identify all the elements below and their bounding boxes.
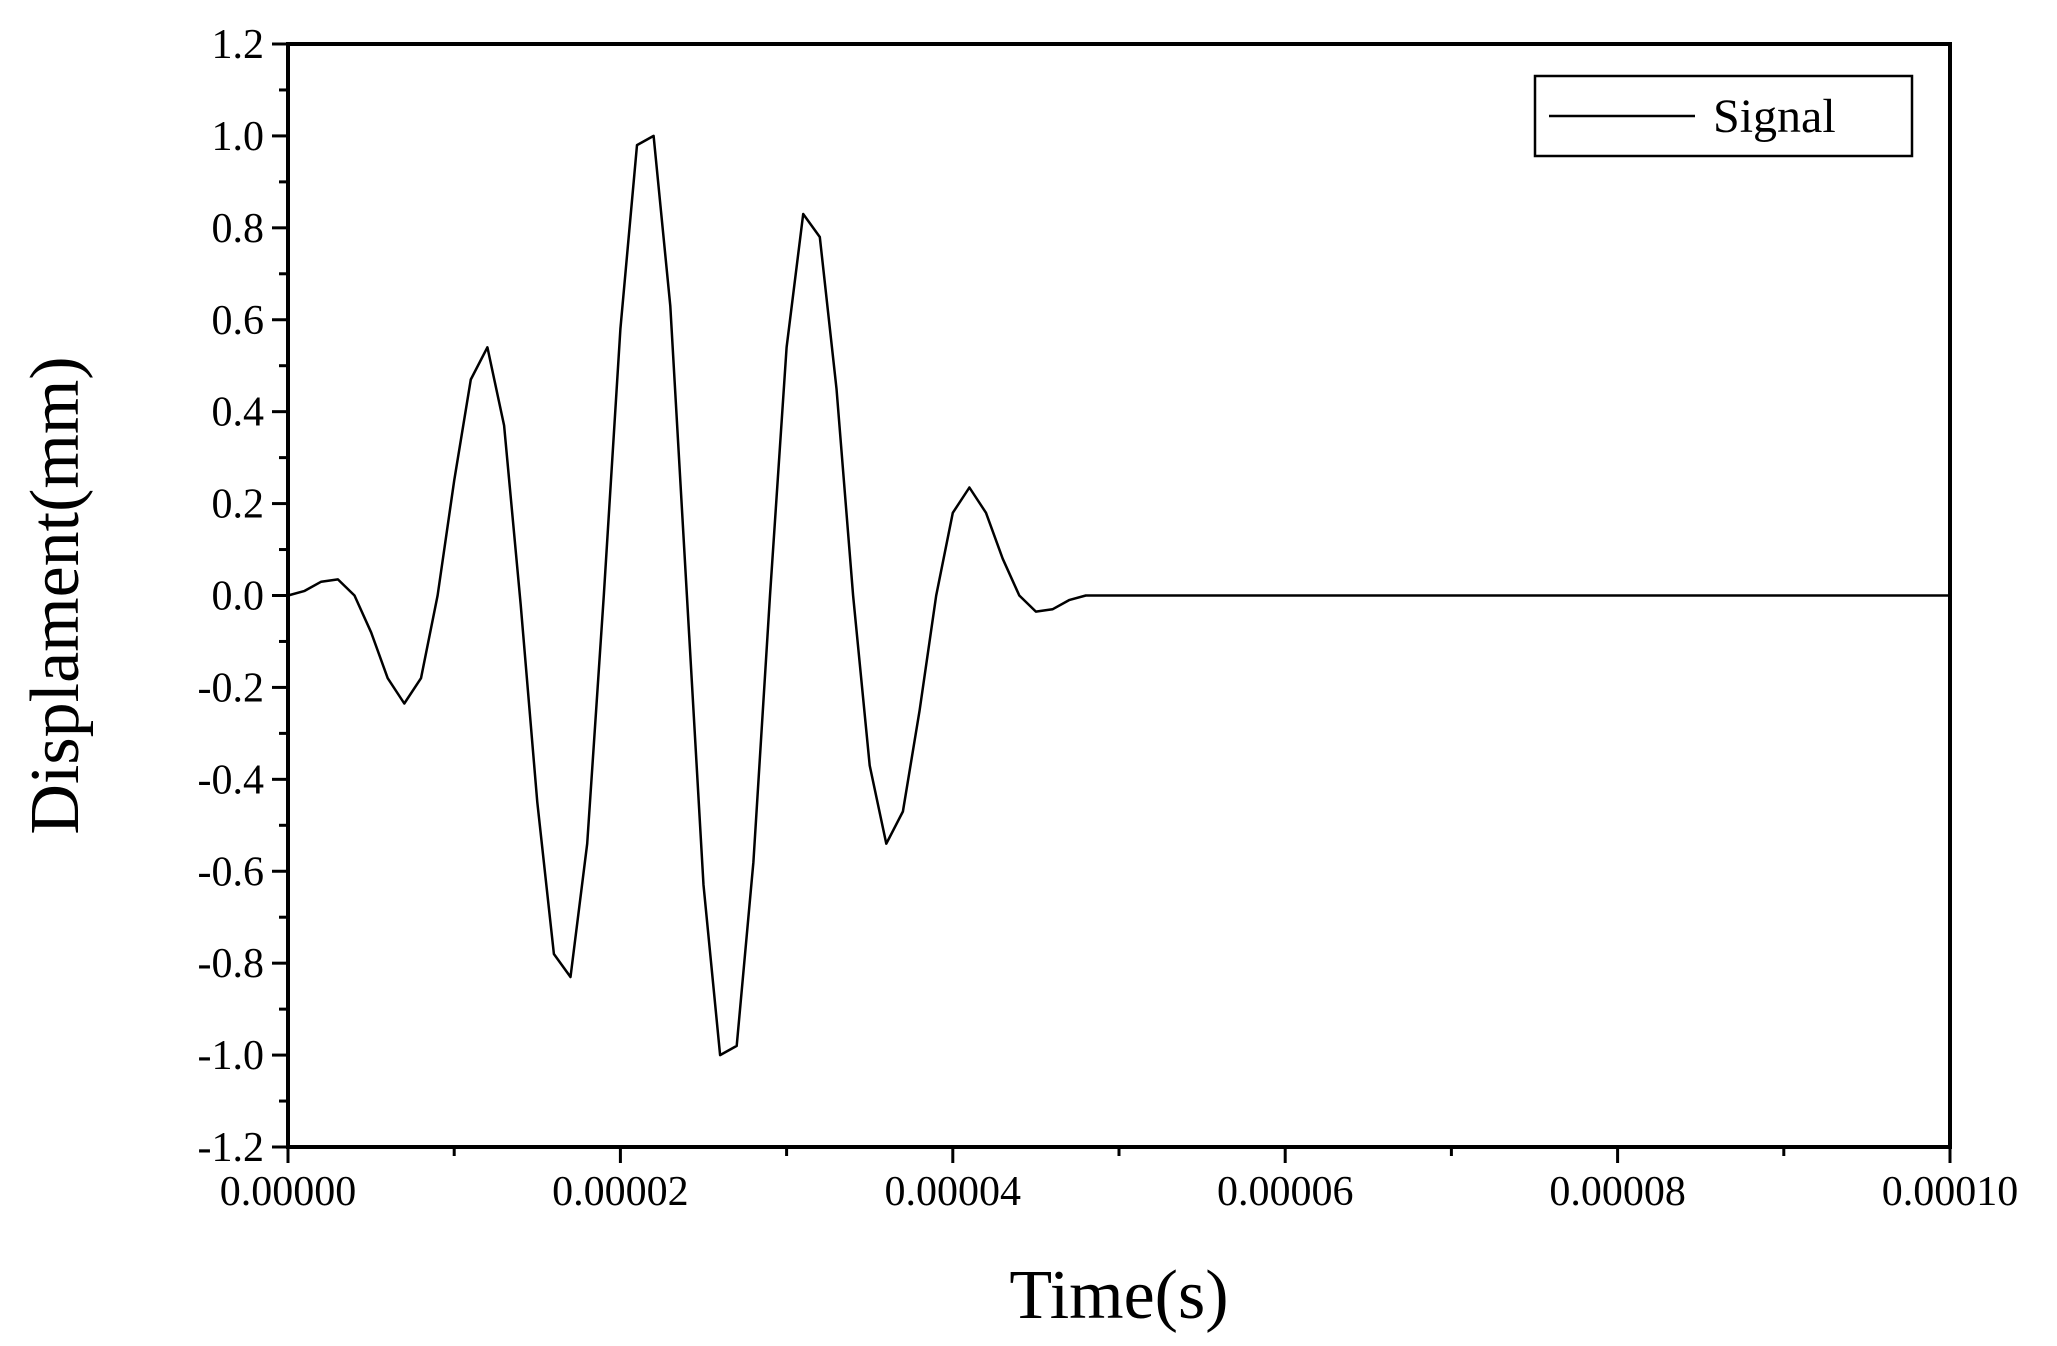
y-tick-label: -0.2: [198, 665, 265, 711]
series-layer: [287, 134, 1950, 1057]
legend: Signal: [1533, 74, 1914, 158]
x-tick-label: 0.00008: [1549, 1169, 1686, 1215]
y-tick-label: 0.4: [212, 390, 265, 436]
y-tick-label: 0.6: [212, 298, 265, 344]
x-tick-label: 0.00000: [220, 1169, 357, 1215]
y-tick-label: -0.4: [198, 757, 265, 803]
y-tick-label: 1.2: [212, 22, 265, 68]
y-tick-label: 0.0: [212, 574, 265, 620]
x-axis-ticks: 0.00000 0.00002 0.00004 0.00006 0.00008 0.000…: [220, 1147, 2019, 1215]
y-tick-label: 1.0: [212, 114, 265, 160]
series-line-signal: [287, 134, 1950, 1057]
x-axis-title: Time(s): [1009, 1257, 1228, 1334]
plot-frame: [286, 42, 1952, 1149]
x-tick-label: 0.00004: [885, 1169, 1022, 1215]
y-tick-label: -0.8: [198, 941, 265, 987]
y-tick-label: -1.2: [198, 1125, 265, 1171]
y-axis-ticks: -1.2 -1.0 -0.8 -0.6 -0.4 -0.2 0.0 0.2 0.4 0.6 0.8 1…: [198, 22, 288, 1171]
y-tick-label: -1.0: [198, 1033, 265, 1079]
y-tick-label: 0.2: [212, 482, 265, 528]
x-tick-label: 0.00006: [1217, 1169, 1354, 1215]
y-tick-label: -0.6: [198, 849, 265, 895]
y-axis-title: Displament(mm): [17, 356, 94, 834]
x-tick-label: 0.00002: [552, 1169, 689, 1215]
legend-label-signal: Signal: [1713, 90, 1836, 143]
x-tick-label: 0.00010: [1882, 1169, 2019, 1215]
y-tick-label: 0.8: [212, 206, 265, 252]
